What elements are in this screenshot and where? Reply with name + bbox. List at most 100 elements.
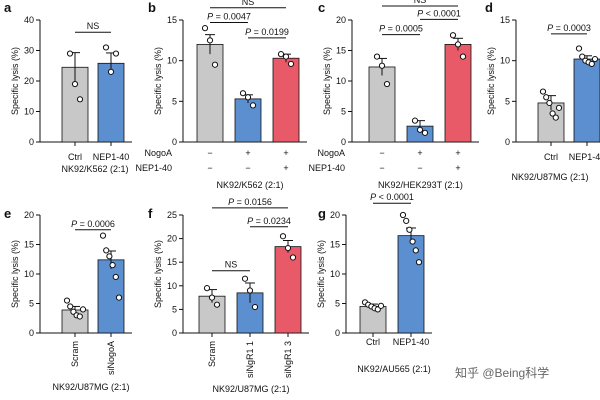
data-point bbox=[246, 287, 254, 294]
x-tick-label: Ctrl bbox=[544, 152, 558, 162]
p-symbol: P bbox=[417, 8, 423, 18]
data-point bbox=[412, 247, 419, 254]
data-point bbox=[552, 114, 559, 121]
y-tick-label: 10 bbox=[24, 269, 34, 279]
data-point bbox=[543, 94, 550, 101]
p-value: = 0.0005 bbox=[385, 24, 423, 34]
y-tick-label: 0 bbox=[29, 137, 34, 147]
data-point bbox=[415, 259, 423, 266]
y-tick-label: 10 bbox=[500, 56, 510, 66]
factor-value: − bbox=[207, 163, 212, 173]
p-value: = 0.0156 bbox=[234, 197, 272, 207]
p-symbol: P bbox=[71, 219, 77, 229]
p-value: = 0.0003 bbox=[553, 23, 591, 33]
data-point bbox=[459, 53, 467, 60]
panel-letter: f bbox=[148, 206, 153, 221]
data-point bbox=[539, 88, 547, 95]
factor-value: + bbox=[283, 163, 288, 173]
y-tick-label: 10 bbox=[167, 281, 177, 291]
factor-value: − bbox=[379, 148, 384, 158]
data-point bbox=[112, 273, 119, 281]
data-point bbox=[211, 61, 219, 68]
data-point bbox=[206, 37, 214, 44]
y-axis-label: Specific lysis (%) bbox=[322, 47, 332, 115]
y-tick-label: 5 bbox=[29, 299, 34, 309]
data-point bbox=[449, 32, 457, 39]
y-tick-label: 30 bbox=[24, 46, 34, 56]
data-point bbox=[406, 226, 413, 233]
y-tick-label: 20 bbox=[167, 234, 177, 244]
y-tick-label: 0 bbox=[29, 328, 34, 338]
y-axis-label: Specific lysis (%) bbox=[316, 240, 326, 308]
x-tick-label: siNogoA bbox=[106, 341, 116, 375]
y-tick-label: 5 bbox=[172, 96, 177, 106]
p-value: = 0.0006 bbox=[77, 219, 115, 229]
data-point bbox=[378, 62, 386, 69]
y-tick-label: 20 bbox=[330, 210, 340, 220]
y-tick-label: 15 bbox=[330, 240, 340, 250]
bar bbox=[274, 246, 302, 334]
p-symbol: P bbox=[245, 27, 251, 37]
y-axis-label: Specific lysis (%) bbox=[486, 47, 496, 115]
data-point bbox=[282, 53, 290, 60]
data-point bbox=[208, 294, 216, 301]
y-axis-label: Specific lysis (%) bbox=[10, 47, 20, 115]
y-tick-label: 5 bbox=[505, 96, 510, 106]
data-point bbox=[76, 96, 84, 103]
data-point bbox=[109, 262, 116, 269]
y-tick-label: 5 bbox=[172, 304, 177, 314]
data-point bbox=[454, 41, 462, 48]
significance-label: P < 0.0001 bbox=[417, 8, 461, 18]
data-point bbox=[373, 53, 381, 60]
data-point bbox=[383, 80, 391, 88]
factor-row-label: NogoA bbox=[144, 148, 172, 158]
y-axis-label: Specific lysis (%) bbox=[10, 240, 20, 308]
y-tick-label: 20 bbox=[24, 210, 34, 220]
data-point bbox=[241, 275, 249, 282]
data-point bbox=[251, 303, 259, 311]
data-point bbox=[546, 99, 553, 107]
bar bbox=[573, 58, 600, 143]
data-point bbox=[409, 238, 416, 245]
data-point bbox=[575, 45, 583, 52]
factor-value: + bbox=[455, 163, 460, 173]
panel-letter: g bbox=[318, 206, 326, 221]
y-tick-label: 5 bbox=[335, 299, 340, 309]
p-symbol: P bbox=[228, 197, 234, 207]
x-tick-label: siNgR1 3 bbox=[283, 341, 293, 378]
y-tick-label: 15 bbox=[500, 15, 510, 25]
data-point bbox=[279, 233, 287, 240]
data-point bbox=[99, 232, 107, 239]
panel-g: g 0 5 10 15 20 Specific lysis (%) Ctrl NEP1-40 NK… bbox=[316, 192, 432, 374]
watermark: 知乎 @Being科学 bbox=[455, 366, 550, 380]
factor-value: − bbox=[417, 163, 422, 173]
significance-label: NS bbox=[242, 0, 255, 7]
data-point bbox=[71, 80, 79, 88]
factor-row-label: NEP1-40 bbox=[135, 163, 172, 173]
condition-label: NK92/HEK293T (2:1) bbox=[378, 180, 463, 190]
panel-c: c 0 5 10 15 20 Specific lysis (%) NogoA − + + NEP1-… bbox=[308, 0, 479, 190]
y-tick-label: 40 bbox=[24, 15, 34, 25]
y-tick-label: 25 bbox=[167, 210, 177, 220]
data-point bbox=[416, 126, 424, 133]
data-point bbox=[201, 25, 209, 32]
significance-label: P = 0.0199 bbox=[245, 27, 289, 37]
data-point bbox=[66, 50, 74, 57]
x-tick-label: NEP1-40 bbox=[93, 152, 130, 162]
y-tick-label: 0 bbox=[172, 328, 177, 338]
data-point bbox=[403, 217, 410, 224]
y-tick-label: 0 bbox=[341, 137, 346, 147]
factor-value: + bbox=[417, 148, 422, 158]
data-point bbox=[399, 211, 407, 219]
data-point bbox=[102, 44, 110, 51]
bar bbox=[196, 44, 224, 143]
data-point bbox=[103, 247, 110, 254]
data-point bbox=[76, 313, 83, 320]
y-tick-label: 20 bbox=[24, 76, 34, 86]
p-value: = 0.0047 bbox=[213, 11, 251, 21]
data-point bbox=[377, 302, 385, 309]
data-point bbox=[579, 53, 586, 60]
bar bbox=[97, 62, 125, 143]
data-point bbox=[421, 129, 429, 136]
x-tick-label: Scram bbox=[207, 341, 217, 367]
